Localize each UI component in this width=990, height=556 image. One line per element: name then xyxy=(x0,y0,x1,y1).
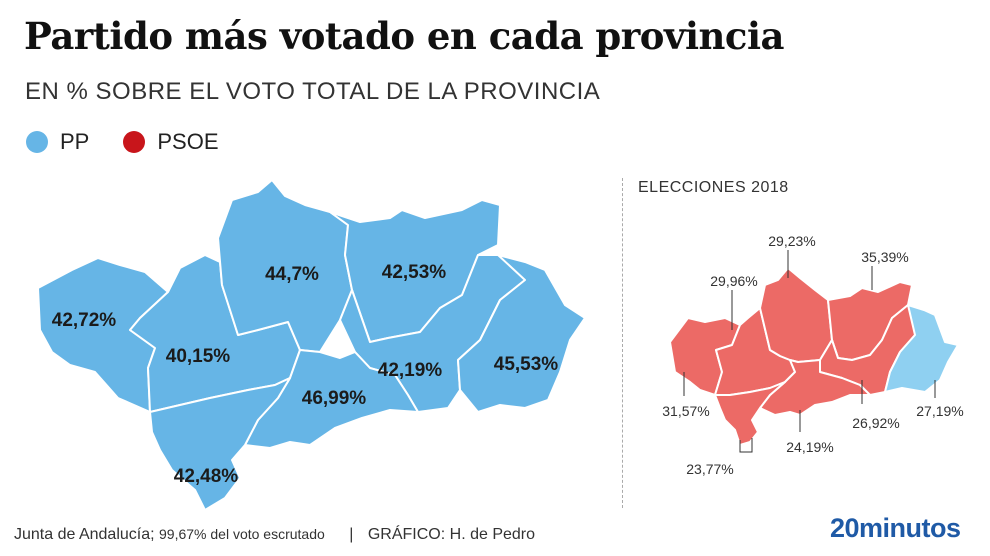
chart-subtitle: EN % SOBRE EL VOTO TOTAL DE LA PROVINCIA xyxy=(25,78,601,105)
legend-label-psoe: PSOE xyxy=(157,129,219,154)
leader-cadiz xyxy=(739,438,753,453)
inset-province-almeria[interactable] xyxy=(884,304,959,393)
map-divider xyxy=(622,178,623,508)
label-sevilla: 40,15% xyxy=(166,346,231,367)
footer-note: 99,67% del voto escrutado xyxy=(159,526,325,542)
legend-label-pp: PP xyxy=(60,129,90,154)
footer: Junta de Andalucía; 99,67% del voto escr… xyxy=(14,526,535,544)
inset-label-almeria: 27,19% xyxy=(916,403,963,419)
label-malaga: 46,99% xyxy=(302,388,367,409)
inset-label-huelva: 31,57% xyxy=(662,403,709,419)
inset-label-cadiz: 23,77% xyxy=(686,461,733,477)
footer-separator: | xyxy=(349,526,354,543)
inset-province-cadiz[interactable] xyxy=(714,381,786,446)
inset-label-sevilla: 29,96% xyxy=(710,273,757,289)
inset-province-cordoba[interactable] xyxy=(759,267,833,363)
inset-label-cordoba: 29,23% xyxy=(768,233,815,249)
footer-credit: GRÁFICO: H. de Pedro xyxy=(367,526,536,543)
label-cadiz: 42,48% xyxy=(174,466,239,487)
footer-source: Junta de Andalucía; xyxy=(14,526,155,543)
label-jaen: 42,53% xyxy=(382,262,447,283)
legend-item-pp: PP xyxy=(26,129,89,155)
chart-title: Partido más votado en cada provincia xyxy=(24,14,785,58)
legend-swatch-psoe xyxy=(123,131,146,153)
label-huelva: 42,72% xyxy=(52,310,117,331)
inset-label-granada: 26,92% xyxy=(852,415,899,431)
legend: PP PSOE xyxy=(26,129,253,155)
label-almeria: 45,53% xyxy=(494,354,559,375)
label-cordoba: 44,7% xyxy=(265,264,319,285)
inset-map: 31,57% 29,96% 29,23% 35,39% 26,92% 27,19… xyxy=(662,233,963,477)
inset-title: ELECCIONES 2018 xyxy=(638,179,789,196)
legend-item-psoe: PSOE xyxy=(123,129,219,155)
province-almeria[interactable] xyxy=(457,254,586,413)
brand-logo: 20minutos xyxy=(830,513,961,543)
main-map: 42,72% 40,15% 44,7% 42,53% 42,19% 45,53%… xyxy=(37,179,586,511)
province-cadiz[interactable] xyxy=(149,377,291,511)
inset-label-malaga: 24,19% xyxy=(786,439,833,455)
legend-swatch-pp xyxy=(26,131,48,153)
inset-label-jaen: 35,39% xyxy=(861,249,908,265)
label-granada: 42,19% xyxy=(378,360,443,381)
